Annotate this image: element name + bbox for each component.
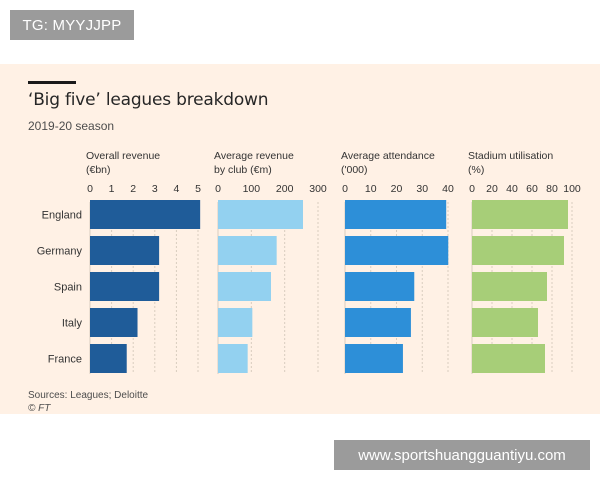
bar-overall-revenue-spain <box>90 272 160 301</box>
tick-label-average-attendance-30: 30 <box>416 183 428 195</box>
bar-stadium-utilisation-france <box>472 344 545 373</box>
tick-label-stadium-utilisation-100: 100 <box>563 183 581 195</box>
panel-label-average-attendance-line-1: Average attendance <box>341 150 435 162</box>
bar-average-attendance-germany <box>345 236 449 265</box>
tick-label-average-attendance-20: 20 <box>391 183 403 195</box>
panel-label-average-attendance-line-2: ('000) <box>341 164 368 176</box>
bar-overall-revenue-germany <box>90 236 160 265</box>
source-note: Sources: Leagues; Deloitte <box>28 390 149 401</box>
bar-stadium-utilisation-germany <box>472 236 564 265</box>
copyright-credit: © FT <box>28 403 51 414</box>
panel-label-average-revenue-by-club-line-1: Average revenue <box>214 150 294 162</box>
tick-label-stadium-utilisation-60: 60 <box>526 183 538 195</box>
tick-label-average-attendance-40: 40 <box>442 183 454 195</box>
panel-label-overall-revenue-line-2: (€bn) <box>86 164 111 176</box>
tick-label-average-revenue-by-club-100: 100 <box>243 183 261 195</box>
bar-average-revenue-by-club-italy <box>218 308 253 337</box>
bar-average-attendance-spain <box>345 272 415 301</box>
chart-title: ‘Big five’ leagues breakdown <box>28 90 269 110</box>
tick-label-stadium-utilisation-80: 80 <box>546 183 558 195</box>
bar-average-attendance-france <box>345 344 403 373</box>
tick-label-average-attendance-10: 10 <box>365 183 377 195</box>
tick-label-stadium-utilisation-0: 0 <box>469 183 475 195</box>
bar-average-revenue-by-club-france <box>218 344 248 373</box>
panel-label-stadium-utilisation-line-1: Stadium utilisation <box>468 150 553 162</box>
tick-label-stadium-utilisation-20: 20 <box>486 183 498 195</box>
bar-stadium-utilisation-spain <box>472 272 547 301</box>
tick-label-overall-revenue-3: 3 <box>152 183 158 195</box>
bar-overall-revenue-france <box>90 344 127 373</box>
chart-svg: England Germany Spain Italy France Overall re… <box>37 150 581 374</box>
tick-label-average-revenue-by-club-0: 0 <box>215 183 221 195</box>
tick-label-average-revenue-by-club-200: 200 <box>276 183 294 195</box>
bar-overall-revenue-italy <box>90 308 138 337</box>
panel-label-average-revenue-by-club-line-2: by club (€m) <box>214 164 272 176</box>
bar-stadium-utilisation-italy <box>472 308 538 337</box>
tick-label-stadium-utilisation-40: 40 <box>506 183 518 195</box>
category-label-spain: Spain <box>54 282 82 294</box>
tick-label-overall-revenue-4: 4 <box>173 183 179 195</box>
tick-label-overall-revenue-0: 0 <box>87 183 93 195</box>
chart-subtitle: 2019-20 season <box>28 119 115 133</box>
tick-label-overall-revenue-1: 1 <box>109 183 115 195</box>
tick-label-average-attendance-0: 0 <box>342 183 348 195</box>
bar-overall-revenue-england <box>90 200 201 229</box>
tick-label-overall-revenue-2: 2 <box>130 183 136 195</box>
chart-card: ‘Big five’ leagues breakdown 2019-20 sea… <box>0 64 600 414</box>
bar-average-attendance-england <box>345 200 447 229</box>
site-watermark: www.sportshuangguantiyu.com <box>334 440 590 470</box>
bar-average-revenue-by-club-england <box>218 200 303 229</box>
panel-label-stadium-utilisation-line-2: (%) <box>468 164 484 176</box>
bar-average-revenue-by-club-spain <box>218 272 271 301</box>
category-label-italy: Italy <box>62 318 83 330</box>
category-label-england: England <box>42 210 82 222</box>
panel-label-overall-revenue-line-1: Overall revenue <box>86 150 160 162</box>
tick-label-overall-revenue-5: 5 <box>195 183 201 195</box>
title-rule <box>28 81 76 84</box>
bar-stadium-utilisation-england <box>472 200 568 229</box>
category-label-germany: Germany <box>37 246 83 258</box>
tick-label-average-revenue-by-club-300: 300 <box>309 183 327 195</box>
bar-average-attendance-italy <box>345 308 411 337</box>
bar-average-revenue-by-club-germany <box>218 236 277 265</box>
channel-badge: TG: MYYJJPP <box>10 10 134 40</box>
category-label-france: France <box>48 354 82 366</box>
